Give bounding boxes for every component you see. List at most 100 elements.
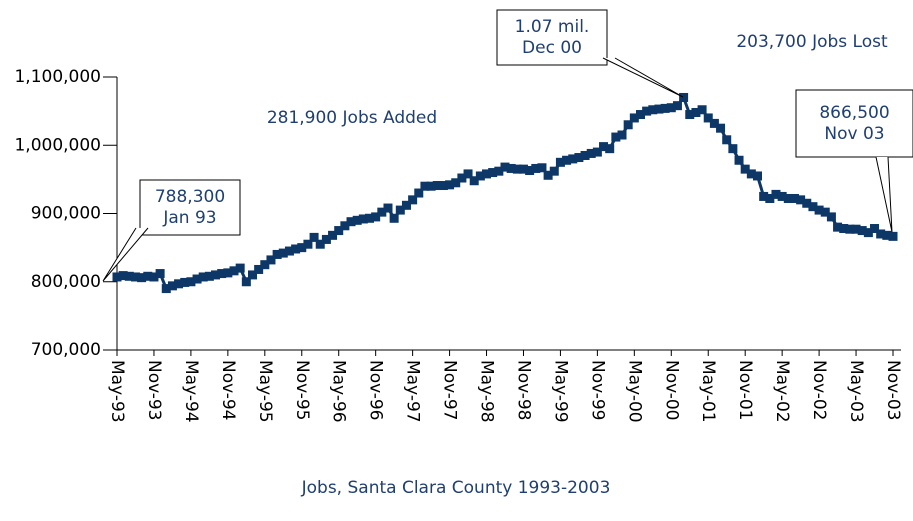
point bbox=[666, 103, 676, 113]
point bbox=[432, 181, 442, 191]
point bbox=[709, 118, 719, 128]
x-tick-label: May-97 bbox=[403, 360, 423, 423]
point bbox=[685, 110, 695, 120]
point bbox=[629, 113, 639, 123]
point bbox=[716, 123, 726, 133]
callout-text: 866,500 bbox=[819, 103, 889, 123]
point bbox=[543, 170, 553, 180]
point bbox=[592, 147, 602, 157]
point bbox=[635, 110, 645, 120]
point bbox=[352, 215, 362, 225]
point bbox=[679, 92, 689, 102]
point bbox=[186, 277, 196, 287]
point bbox=[562, 155, 572, 165]
point bbox=[469, 176, 479, 186]
point bbox=[155, 269, 165, 279]
x-tick-label: Nov-03 bbox=[883, 360, 903, 421]
point bbox=[672, 101, 682, 111]
point bbox=[549, 166, 559, 176]
point bbox=[876, 229, 886, 239]
point bbox=[808, 202, 818, 212]
point bbox=[365, 213, 375, 223]
point bbox=[512, 164, 522, 174]
point bbox=[783, 193, 793, 203]
x-tick-label: Nov-96 bbox=[366, 360, 386, 421]
chart-title: Jobs, Santa Clara County 1993-2003 bbox=[301, 478, 611, 498]
point bbox=[395, 205, 405, 215]
x-tick-label: Nov-00 bbox=[661, 360, 681, 421]
point bbox=[796, 195, 806, 205]
point bbox=[124, 271, 134, 281]
y-tick-label: 1,100,000 bbox=[14, 67, 101, 87]
callout-text: Nov 03 bbox=[824, 124, 884, 144]
annotation: 203,700 Jobs Lost bbox=[736, 32, 888, 52]
point bbox=[740, 164, 750, 174]
point bbox=[617, 130, 627, 140]
point bbox=[297, 243, 307, 253]
point bbox=[137, 273, 147, 283]
point bbox=[500, 162, 510, 172]
point bbox=[537, 163, 547, 173]
point bbox=[839, 224, 849, 234]
point bbox=[851, 224, 861, 234]
x-tick-label: May-96 bbox=[329, 360, 349, 423]
point bbox=[303, 239, 313, 249]
point bbox=[488, 168, 498, 178]
point bbox=[272, 249, 282, 259]
point bbox=[235, 263, 245, 273]
callout-pointer bbox=[102, 227, 149, 282]
point bbox=[833, 222, 843, 232]
point bbox=[691, 107, 701, 117]
point bbox=[266, 255, 276, 265]
point bbox=[814, 205, 824, 215]
point bbox=[759, 191, 769, 201]
point bbox=[451, 178, 461, 188]
point bbox=[377, 207, 387, 217]
x-tick-label: Nov-99 bbox=[587, 360, 607, 421]
point bbox=[229, 266, 239, 276]
point bbox=[420, 181, 430, 191]
point bbox=[198, 272, 208, 282]
point bbox=[358, 214, 368, 224]
point bbox=[278, 248, 288, 258]
point bbox=[531, 163, 541, 173]
point bbox=[112, 272, 122, 282]
x-tick-label: May-02 bbox=[772, 360, 792, 423]
y-tick-label: 700,000 bbox=[31, 340, 101, 360]
point bbox=[118, 271, 128, 281]
point bbox=[605, 144, 615, 154]
point bbox=[291, 244, 301, 254]
point bbox=[241, 277, 251, 287]
point bbox=[130, 272, 140, 282]
point bbox=[426, 181, 436, 191]
x-tick-label: May-98 bbox=[477, 360, 497, 423]
point bbox=[309, 232, 319, 242]
point bbox=[753, 171, 763, 181]
point bbox=[870, 224, 880, 234]
callout-text: Dec 00 bbox=[522, 38, 582, 58]
point bbox=[703, 113, 713, 123]
point bbox=[340, 221, 350, 231]
point bbox=[654, 104, 664, 114]
x-tick-label: Nov-94 bbox=[218, 360, 238, 421]
point bbox=[789, 193, 799, 203]
callout-pointer bbox=[875, 156, 893, 233]
point bbox=[247, 270, 257, 280]
point bbox=[506, 163, 516, 173]
point bbox=[482, 169, 492, 179]
point bbox=[457, 173, 467, 183]
point bbox=[586, 148, 596, 158]
point bbox=[660, 103, 670, 113]
x-tick-label: May-95 bbox=[255, 360, 275, 423]
point bbox=[722, 135, 732, 145]
x-tick-label: Nov-97 bbox=[440, 360, 460, 421]
point bbox=[383, 203, 393, 213]
point bbox=[254, 264, 264, 274]
point bbox=[826, 212, 836, 222]
point bbox=[192, 274, 202, 284]
point bbox=[260, 260, 270, 270]
x-tick-label: May-03 bbox=[846, 360, 866, 423]
point bbox=[143, 271, 153, 281]
point bbox=[845, 224, 855, 234]
